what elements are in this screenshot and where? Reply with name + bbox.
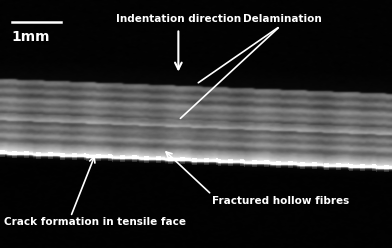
Text: Indentation direction: Indentation direction [116,14,241,24]
Text: 1mm: 1mm [12,30,50,44]
Text: Delamination: Delamination [243,14,321,24]
Text: Crack formation in tensile face: Crack formation in tensile face [4,217,186,227]
Text: Fractured hollow fibres: Fractured hollow fibres [212,196,349,206]
